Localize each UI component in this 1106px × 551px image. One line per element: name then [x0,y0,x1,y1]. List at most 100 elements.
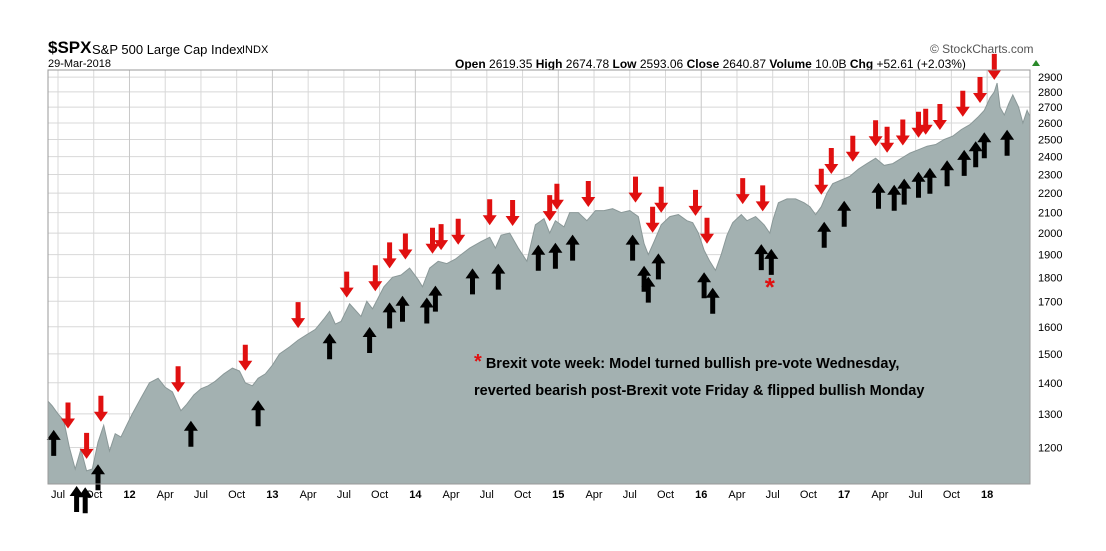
plot-frame [47,69,1031,485]
x-tick-label: Apr [157,489,174,501]
buy-arrow [940,160,955,187]
price-area [47,82,1031,485]
low-label: Low [612,57,637,71]
sell-arrow [291,302,306,329]
sell-arrow [911,111,926,138]
sell-arrow [845,135,860,162]
sell-arrow [93,395,108,422]
buy-arrow [491,263,506,290]
sell-arrow [918,108,933,135]
x-tick-label: Apr [300,489,317,501]
annotation-marker: * [474,351,482,373]
sell-arrow [425,227,440,254]
buy-arrow [887,184,902,211]
x-tick-label: Apr [728,489,745,501]
low-value: 2593.06 [639,57,684,71]
exchange-label: INDX [242,44,269,56]
sell-arrow [171,366,186,393]
buy-arrow [764,248,779,275]
brand-watermark: © StockCharts.com [930,42,1034,56]
buy-arrow [968,141,983,168]
buy-arrow [251,400,266,427]
index-name: S&P 500 Large Cap Index [92,42,243,57]
x-tick-label: Jul [766,489,780,501]
buy-arrow [977,132,992,159]
buy-arrow [705,287,720,314]
x-tick-label: Apr [443,489,460,501]
x-tick-label: Jul [623,489,637,501]
sell-arrow [955,90,970,117]
sell-arrow [581,181,596,207]
sell-arrow [628,176,643,203]
annotation-line-2: reverted bearish post-Brexit vote Friday… [474,383,924,399]
sell-arrow [868,120,883,147]
open-label: Open [455,57,486,71]
sell-signal-arrows [61,53,1002,459]
y-tick-label: 1600 [1038,322,1062,334]
buy-arrow [897,178,912,205]
buy-arrow [1000,129,1015,156]
sell-arrow [482,199,497,226]
buy-arrow [625,234,640,261]
sell-arrow [755,185,770,212]
x-axis-labels: Jul Oct 12 Apr Jul Oct 13 Apr Jul Oct 14 Apr Jul Oct 1… [51,489,993,501]
sell-arrow [382,242,397,269]
buy-arrow [697,272,712,299]
buy-arrow [548,242,563,269]
buy-arrow [69,486,84,512]
sell-arrow [451,218,466,245]
buy-arrow [419,297,434,324]
x-tick-label: Oct [228,489,245,501]
sell-arrow [505,200,520,226]
chg-label: Chg [849,57,874,71]
x-tick-label: Jul [51,489,65,501]
buy-arrow [957,149,972,176]
high-value: 2674.78 [565,57,610,71]
y-tick-label: 2300 [1038,169,1062,181]
x-tick-label: Oct [85,489,102,501]
close-value: 2640.87 [722,57,766,71]
buy-arrow [183,420,198,447]
x-tick-label: Apr [871,489,888,501]
buy-arrow [362,327,377,353]
x-tick-label: 18 [981,489,993,501]
buy-arrow [565,234,580,261]
buy-arrow [817,221,832,248]
x-tick-label: Oct [800,489,817,501]
buy-arrow [531,244,546,271]
high-label: High [535,57,563,71]
sell-arrow [61,402,75,429]
y-tick-label: 1300 [1038,409,1062,421]
sell-arrow [434,224,449,251]
sell-arrow [987,53,1002,80]
buy-arrow [837,200,852,227]
open-value: 2619.35 [489,57,533,71]
sell-arrow [735,178,750,205]
y-axis-labels: 1200 1300 1400 1500 1600 1700 1800 1900 2000 2100… [1038,72,1062,454]
ohlc-readout: Open 2619.35 High 2674.78 Low 2593.06 Cl… [455,57,966,71]
sell-arrow [688,189,703,216]
sell-arrow [238,344,253,371]
volume-value: 10.0B [815,57,847,71]
buy-arrow [428,285,443,312]
y-tick-label: 1800 [1038,272,1062,284]
sell-arrow [549,183,564,210]
close-label: Close [686,57,720,71]
x-tick-label: 13 [266,489,278,501]
y-tick-label: 2700 [1038,102,1062,114]
buy-arrow [922,167,937,194]
y-tick-label: 2600 [1038,118,1062,130]
sell-arrow [398,233,413,260]
sell-arrow [824,148,839,174]
y-tick-label: 1900 [1038,250,1062,262]
y-tick-label: 2000 [1038,228,1062,240]
buy-signal-arrows [46,129,1015,514]
buy-arrow [395,295,410,322]
volume-label: Volume [769,57,812,71]
x-tick-label: Oct [943,489,960,501]
annotation-text-2: reverted bearish post-Brexit vote Friday… [474,383,925,399]
y-tick-label: 2400 [1038,152,1062,164]
y-tick-label: 1700 [1038,296,1062,308]
x-tick-label: 17 [838,489,850,501]
